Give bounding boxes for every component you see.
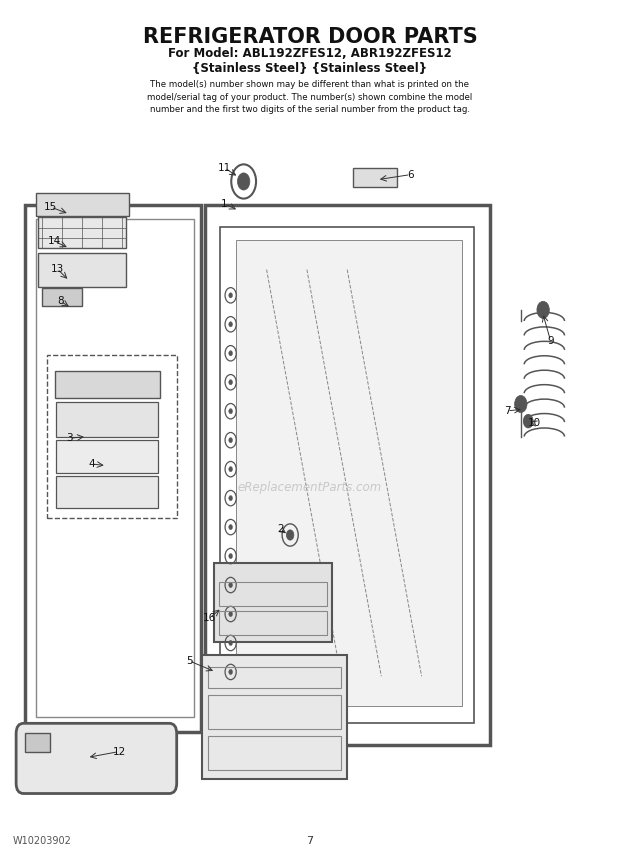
Text: 10: 10 xyxy=(528,418,541,428)
Text: 5: 5 xyxy=(186,656,192,666)
Text: 16: 16 xyxy=(203,613,216,623)
Text: 4: 4 xyxy=(89,459,95,469)
Circle shape xyxy=(237,173,250,190)
FancyBboxPatch shape xyxy=(56,402,158,437)
Circle shape xyxy=(229,669,232,675)
Circle shape xyxy=(229,582,232,587)
Text: 12: 12 xyxy=(112,746,126,757)
FancyBboxPatch shape xyxy=(38,253,126,287)
Text: 1: 1 xyxy=(221,199,228,209)
FancyBboxPatch shape xyxy=(214,563,332,642)
Text: 3: 3 xyxy=(66,433,73,443)
Circle shape xyxy=(229,437,232,443)
Circle shape xyxy=(229,293,232,298)
Text: 14: 14 xyxy=(48,236,61,247)
FancyBboxPatch shape xyxy=(36,193,129,216)
Circle shape xyxy=(229,525,232,530)
FancyBboxPatch shape xyxy=(353,168,397,187)
Circle shape xyxy=(229,640,232,645)
FancyBboxPatch shape xyxy=(38,217,126,248)
Text: 2: 2 xyxy=(277,524,283,534)
Text: W10203902: W10203902 xyxy=(12,835,71,846)
Text: 11: 11 xyxy=(218,163,231,173)
Circle shape xyxy=(229,611,232,616)
Text: 6: 6 xyxy=(407,169,414,180)
Circle shape xyxy=(229,467,232,472)
Circle shape xyxy=(229,496,232,501)
Circle shape xyxy=(286,530,294,540)
FancyBboxPatch shape xyxy=(202,655,347,779)
Circle shape xyxy=(229,408,232,413)
Text: 15: 15 xyxy=(44,202,58,212)
Text: {Stainless Steel} {Stainless Steel}: {Stainless Steel} {Stainless Steel} xyxy=(192,62,428,74)
Circle shape xyxy=(229,322,232,327)
FancyBboxPatch shape xyxy=(56,440,158,473)
Circle shape xyxy=(523,414,533,428)
FancyBboxPatch shape xyxy=(42,288,82,306)
Text: 7: 7 xyxy=(306,835,314,846)
FancyBboxPatch shape xyxy=(56,476,158,508)
Circle shape xyxy=(229,554,232,559)
Circle shape xyxy=(229,380,232,385)
Text: eReplacementParts.com: eReplacementParts.com xyxy=(238,481,382,495)
Text: For Model: ABL192ZFES12, ABR192ZFES12: For Model: ABL192ZFES12, ABR192ZFES12 xyxy=(168,47,452,60)
Text: REFRIGERATOR DOOR PARTS: REFRIGERATOR DOOR PARTS xyxy=(143,27,477,47)
Circle shape xyxy=(537,301,549,318)
Text: 13: 13 xyxy=(50,264,64,274)
Text: 8: 8 xyxy=(58,296,64,306)
FancyBboxPatch shape xyxy=(25,733,50,752)
Circle shape xyxy=(229,351,232,356)
Text: The model(s) number shown may be different than what is printed on the
model/ser: The model(s) number shown may be differe… xyxy=(148,80,472,115)
FancyBboxPatch shape xyxy=(16,723,177,794)
FancyBboxPatch shape xyxy=(55,371,160,398)
FancyBboxPatch shape xyxy=(236,240,462,706)
Text: 9: 9 xyxy=(547,336,554,346)
Text: 7: 7 xyxy=(504,406,510,416)
Circle shape xyxy=(515,395,527,413)
